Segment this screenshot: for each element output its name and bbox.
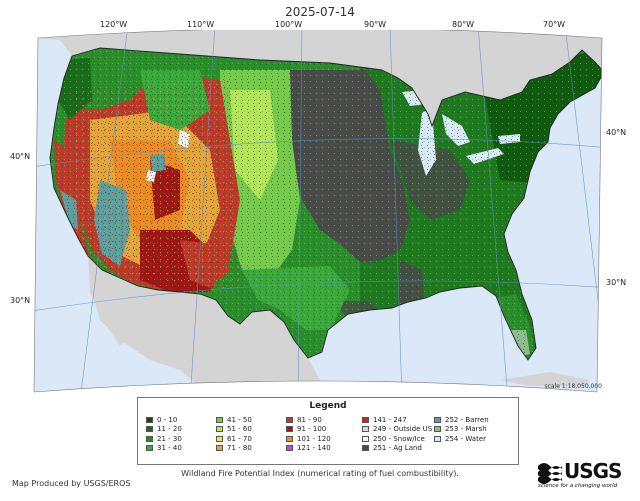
canada-landmass: [34, 30, 602, 126]
legend-swatch: [434, 435, 441, 442]
legend-swatch: [362, 435, 369, 442]
longitude-label: 90°W: [364, 20, 387, 29]
legend-label: 11 - 20: [157, 425, 182, 434]
fire-potential-map: [30, 30, 605, 395]
legend-swatch: [216, 435, 223, 442]
legend-label: 71 - 80: [227, 444, 252, 453]
legend-swatch: [286, 445, 293, 452]
legend-label: 0 - 10: [157, 415, 178, 424]
legend-label: 101 - 120: [297, 434, 331, 443]
usgs-wave-icon: [538, 463, 562, 484]
baja-landmass: [88, 256, 126, 346]
legend-swatch: [216, 426, 223, 433]
legend-label: 249 - Outside US: [373, 425, 433, 434]
legend-item: 51 - 60: [216, 425, 252, 435]
legend-swatch: [146, 435, 153, 442]
legend-item: 81 - 90: [286, 415, 331, 425]
mexico-landmass: [88, 256, 330, 392]
legend-item: 121 - 140: [286, 444, 331, 454]
legend-label: 250 - Snow/Ice: [373, 434, 425, 443]
legend-swatch: [286, 416, 293, 423]
map-scale: scale 1:18,050,000: [544, 383, 602, 390]
legend-label: 121 - 140: [297, 444, 331, 453]
legend-item: 249 - Outside US: [362, 425, 432, 435]
map-canvas: [33, 30, 603, 393]
legend-swatch: [286, 426, 293, 433]
longitude-label: 110°W: [187, 20, 215, 29]
legend-item: 21 - 30: [146, 434, 182, 444]
legend-label: 81 - 90: [297, 415, 322, 424]
legend-item: 91 - 100: [286, 425, 331, 435]
graticule: [34, 30, 602, 392]
longitude-label: 70°W: [543, 20, 566, 29]
legend-column: 141 - 247 249 - Outside US 250 - Snow/Ice 2…: [362, 415, 432, 453]
legend-label: 31 - 40: [157, 444, 182, 453]
legend-item: 11 - 20: [146, 425, 182, 435]
legend-item: 101 - 120: [286, 434, 331, 444]
legend-swatch: [146, 426, 153, 433]
legend-item: 141 - 247: [362, 415, 432, 425]
latitude-label: 30°N: [10, 296, 31, 305]
legend-swatch: [216, 416, 223, 423]
legend-swatch: [362, 426, 369, 433]
legend-item: 31 - 40: [146, 444, 182, 454]
legend-swatch: [286, 435, 293, 442]
legend-column: 81 - 90 91 - 100 101 - 120 121 - 140: [286, 415, 331, 453]
legend-column: 41 - 50 51 - 60 61 - 70 71 - 80: [216, 415, 252, 453]
legend-label: 61 - 70: [227, 434, 252, 443]
legend-title: Legend: [309, 401, 347, 411]
map-date-title: 2025-07-14: [285, 5, 355, 19]
legend-swatch: [146, 445, 153, 452]
longitude-label: 80°W: [452, 20, 475, 29]
legend-swatch: [216, 445, 223, 452]
legend-item: 71 - 80: [216, 444, 252, 454]
legend-swatch: [362, 445, 369, 452]
map-caption: Wildland Fire Potential Index (numerical…: [181, 469, 459, 478]
legend-label: 252 - Barren: [445, 415, 489, 424]
latitude-label: 40°N: [606, 128, 627, 137]
legend-label: 254 - Water: [445, 434, 487, 443]
legend-item: 254 - Water: [434, 434, 489, 444]
latitude-label: 30°N: [606, 278, 627, 287]
legend-label: 251 - Ag Land: [373, 444, 422, 453]
legend-column: 0 - 10 11 - 20 21 - 30 31 - 40: [146, 415, 182, 453]
cuba-landmass: [500, 372, 590, 386]
legend-item: 251 - Ag Land: [362, 444, 432, 454]
legend-label: 41 - 50: [227, 415, 252, 424]
legend-label: 141 - 247: [373, 415, 407, 424]
usgs-wordmark: USGS: [564, 459, 622, 483]
legend-box: Legend 0 - 10 11 - 20 21 - 30 31 - 40 41 - 5…: [137, 397, 519, 465]
legend-swatch: [434, 426, 441, 433]
legend-column: 252 - Barren 253 - Marsh 254 - Water: [434, 415, 489, 444]
legend-swatch: [434, 416, 441, 423]
usgs-logo: USGS science for a changing world: [538, 458, 622, 492]
usgs-tagline: science for a changing world: [538, 483, 618, 489]
legend-label: 91 - 100: [297, 425, 327, 434]
legend-item: 61 - 70: [216, 434, 252, 444]
legend-item: 41 - 50: [216, 415, 252, 425]
longitude-label: 120°W: [100, 20, 128, 29]
map-credit: Map Produced by USGS/EROS: [12, 479, 131, 488]
latitude-label: 40°N: [10, 152, 31, 161]
legend-item: 252 - Barren: [434, 415, 489, 425]
longitude-label: 100°W: [275, 20, 303, 29]
legend-swatch: [146, 416, 153, 423]
legend-item: 250 - Snow/Ice: [362, 434, 432, 444]
legend-label: 253 - Marsh: [445, 425, 487, 434]
legend-label: 51 - 60: [227, 425, 252, 434]
legend-item: 253 - Marsh: [434, 425, 489, 435]
legend-item: 0 - 10: [146, 415, 182, 425]
legend-swatch: [362, 416, 369, 423]
legend-label: 21 - 30: [157, 434, 182, 443]
